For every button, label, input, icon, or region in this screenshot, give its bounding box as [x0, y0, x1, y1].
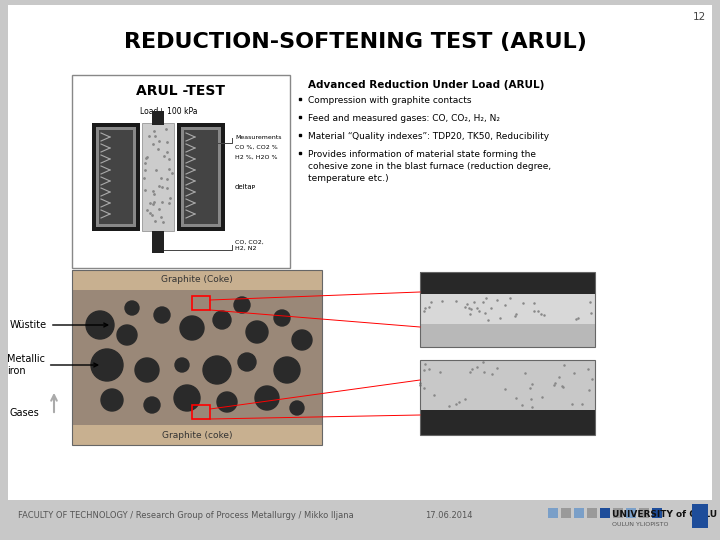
- Text: Material “Quality indexes”: TDP20, TK50, Reducibility: Material “Quality indexes”: TDP20, TK50,…: [308, 132, 549, 141]
- Bar: [177, 123, 225, 231]
- Bar: [92, 123, 140, 231]
- Circle shape: [91, 349, 123, 381]
- Bar: [192, 296, 210, 310]
- Text: 17.06.2014: 17.06.2014: [425, 511, 472, 521]
- Bar: [181, 127, 221, 227]
- Bar: [72, 75, 290, 268]
- Text: ARUL -TEST: ARUL -TEST: [137, 84, 225, 98]
- Text: Metallic
iron: Metallic iron: [7, 354, 98, 376]
- Circle shape: [255, 386, 279, 410]
- Bar: [420, 324, 595, 347]
- Bar: [420, 410, 595, 435]
- Bar: [184, 130, 218, 224]
- Bar: [420, 272, 595, 347]
- Bar: [99, 130, 133, 224]
- Circle shape: [246, 321, 268, 343]
- Circle shape: [174, 385, 200, 411]
- Circle shape: [213, 311, 231, 329]
- Text: Measurements: Measurements: [235, 135, 282, 140]
- Circle shape: [217, 392, 237, 412]
- Text: H2 %, H2O %: H2 %, H2O %: [235, 155, 277, 160]
- Bar: [420, 360, 595, 435]
- Bar: [652, 508, 662, 518]
- Circle shape: [180, 316, 204, 340]
- Text: CO %, CO2 %: CO %, CO2 %: [235, 145, 278, 150]
- Bar: [420, 360, 595, 410]
- Circle shape: [154, 307, 170, 323]
- Text: Wüstite: Wüstite: [10, 320, 108, 330]
- Text: UNIVERSITY of OULU: UNIVERSITY of OULU: [612, 510, 717, 519]
- Circle shape: [274, 310, 290, 326]
- Text: FACULTY OF TECHNOLOGY / Research Group of Process Metallurgy / Mikko Iljana: FACULTY OF TECHNOLOGY / Research Group o…: [18, 511, 354, 521]
- Bar: [574, 508, 584, 518]
- Text: deltaᴘ: deltaᴘ: [235, 184, 256, 190]
- Circle shape: [238, 353, 256, 371]
- Text: CO, CO2,
H2, N2: CO, CO2, H2, N2: [235, 240, 264, 251]
- Bar: [548, 508, 558, 518]
- Circle shape: [125, 301, 139, 315]
- Circle shape: [234, 297, 250, 313]
- Bar: [142, 123, 174, 231]
- Bar: [613, 508, 623, 518]
- Bar: [692, 504, 708, 528]
- Text: Gases: Gases: [10, 408, 40, 418]
- Bar: [152, 111, 164, 125]
- Bar: [420, 294, 595, 324]
- Circle shape: [274, 357, 300, 383]
- Bar: [8, 500, 712, 533]
- Text: Compression with graphite contacts: Compression with graphite contacts: [308, 96, 472, 105]
- Text: Provides information of material state forming the
cohesive zone in the blast fu: Provides information of material state f…: [308, 150, 551, 183]
- Circle shape: [144, 397, 160, 413]
- Bar: [72, 425, 322, 445]
- Bar: [639, 508, 649, 518]
- Text: Advanced Reduction Under Load (ARUL): Advanced Reduction Under Load (ARUL): [308, 80, 544, 90]
- Text: Feed and measured gases: CO, CO₂, H₂, N₂: Feed and measured gases: CO, CO₂, H₂, N₂: [308, 114, 500, 123]
- Text: Load↓ 100 kPa: Load↓ 100 kPa: [140, 106, 197, 116]
- Bar: [587, 508, 597, 518]
- Bar: [626, 508, 636, 518]
- Circle shape: [86, 311, 114, 339]
- Bar: [72, 290, 322, 425]
- Text: Graphite (Coke): Graphite (Coke): [161, 275, 233, 285]
- Circle shape: [117, 325, 137, 345]
- Bar: [420, 272, 595, 294]
- Text: REDUCTION-SOFTENING TEST (ARUL): REDUCTION-SOFTENING TEST (ARUL): [124, 32, 586, 52]
- Bar: [152, 231, 164, 253]
- Circle shape: [135, 358, 159, 382]
- Bar: [72, 270, 322, 290]
- Circle shape: [290, 401, 304, 415]
- Bar: [192, 405, 210, 419]
- Bar: [561, 508, 571, 518]
- Bar: [600, 508, 610, 518]
- Bar: [96, 127, 136, 227]
- Circle shape: [175, 358, 189, 372]
- Text: 12: 12: [693, 12, 706, 22]
- Text: Graphite (coke): Graphite (coke): [162, 430, 233, 440]
- Circle shape: [101, 389, 123, 411]
- Circle shape: [203, 356, 231, 384]
- Text: OULUN YLIOPISTO: OULUN YLIOPISTO: [612, 522, 668, 527]
- Circle shape: [292, 330, 312, 350]
- Bar: [72, 270, 322, 445]
